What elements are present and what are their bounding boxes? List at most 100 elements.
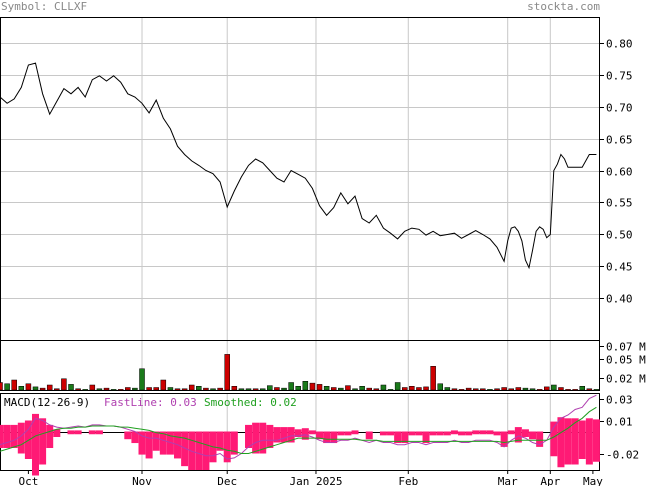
price-ytick-label: 0.40 (606, 293, 633, 306)
volume-bar (302, 381, 309, 391)
macd-fast-line (0, 394, 597, 460)
x-tick-label: Jan 2025 (289, 475, 342, 486)
macd-histogram-bar (365, 431, 373, 440)
macd-histogram-bar (0, 424, 4, 448)
x-tick-label: Feb (398, 475, 418, 486)
macd-histogram-bar (53, 429, 61, 437)
macd-histogram-bar (230, 431, 238, 455)
macd-histogram-bar (273, 427, 281, 443)
macd-histogram-bar (493, 431, 501, 436)
macd-histogram-bar (401, 431, 409, 444)
volume-bar (501, 387, 507, 391)
macd-histogram-bar (486, 430, 494, 435)
macd-histogram-bar (323, 431, 331, 444)
volume-bar (274, 387, 280, 391)
macd-histogram-bar (571, 418, 579, 465)
x-tick-label: Mar (498, 475, 518, 486)
macd-histogram-bar (514, 427, 522, 443)
volume-bar (380, 384, 387, 391)
macd-histogram-bar (450, 430, 458, 435)
volume-bar (515, 387, 522, 391)
volume-bar (25, 383, 32, 391)
volume-bar (125, 387, 131, 391)
volume-bar (480, 388, 486, 391)
volume-bar (146, 387, 152, 391)
volume-bar (11, 379, 17, 391)
macd-ytick-label: 0.03 (606, 394, 633, 407)
macd-histogram-bar (252, 422, 260, 454)
volume-bar (245, 388, 252, 391)
macd-histogram-bar (316, 431, 324, 440)
price-ytick-label: 0.80 (606, 38, 633, 51)
volume-bar (394, 382, 401, 391)
x-tick-label: Dec (217, 475, 237, 486)
volume-bar (267, 385, 273, 391)
volume-bar (366, 387, 372, 391)
macd-histogram-bar (507, 430, 515, 435)
macd-histogram-bar (202, 431, 210, 470)
volume-bar (423, 386, 429, 391)
macd-histogram-bar (330, 431, 338, 444)
macd-histogram-bar (166, 431, 174, 455)
volume-bar (543, 386, 550, 391)
macd-histogram-bar (308, 430, 316, 435)
macd-histogram-bar (337, 431, 345, 436)
macd-histogram-bar (578, 420, 586, 459)
volume-bar (465, 387, 472, 391)
volume-bar (153, 387, 159, 391)
volume-bar (4, 383, 10, 391)
macd-histogram-bar (10, 424, 18, 448)
volume-bar (139, 368, 145, 391)
volume-bar (529, 388, 536, 391)
price-ytick-label: 0.50 (606, 229, 633, 242)
volume-bar (551, 384, 557, 391)
volume-bar (536, 389, 543, 391)
macd-histogram-bar (585, 418, 593, 465)
site-name[interactable]: stockta.com (527, 0, 600, 13)
macd-histogram-bar (138, 431, 146, 455)
macd-histogram-bar (592, 419, 600, 462)
volume-bar (117, 389, 124, 391)
macd-histogram-bar (216, 431, 224, 451)
volume-bar (181, 388, 188, 391)
macd-histogram-bar (394, 431, 402, 444)
volume-bar (430, 366, 436, 391)
volume-bar (373, 388, 380, 391)
volume-bar (82, 389, 88, 391)
price-ytick-label: 0.45 (606, 261, 633, 274)
volume-bar (522, 387, 529, 391)
volume-bar (281, 387, 287, 391)
volume-bar (210, 388, 216, 391)
volume-bar (174, 388, 181, 391)
macd-histogram-bar (145, 431, 153, 459)
macd-histogram-bar (344, 431, 352, 436)
macd-histogram-bar (408, 431, 416, 436)
volume-bar (224, 354, 230, 391)
volume-bar (451, 388, 458, 391)
volume-ytick-label: 0.07 M (606, 341, 646, 354)
macd-smoothed-line (0, 406, 597, 454)
volume-bar (75, 388, 81, 391)
macd-histogram-bar (422, 431, 430, 444)
macd-histogram-bar (465, 431, 473, 436)
volume-bar (579, 386, 585, 391)
volume-bar (437, 383, 443, 391)
macd-histogram-bar (159, 431, 167, 455)
volume-bar (593, 389, 600, 391)
volume-bar (259, 388, 266, 391)
macd-histogram-bar (301, 428, 309, 440)
price-frame (0, 17, 600, 341)
volume-bar (494, 388, 500, 391)
macd-histogram-bar (443, 431, 451, 436)
macd-histogram-bar (88, 430, 96, 435)
volume-frame (0, 340, 600, 391)
macd-ytick-label: -0.02 (606, 449, 639, 462)
volume-bar (444, 387, 451, 391)
macd-histogram-bar (415, 431, 423, 436)
volume-bar (416, 387, 422, 391)
volume-bar (61, 378, 67, 391)
smoothed-label: Smoothed: 0.02 (204, 396, 297, 409)
macd-histogram-bar (379, 431, 387, 436)
volume-bar (288, 382, 294, 391)
